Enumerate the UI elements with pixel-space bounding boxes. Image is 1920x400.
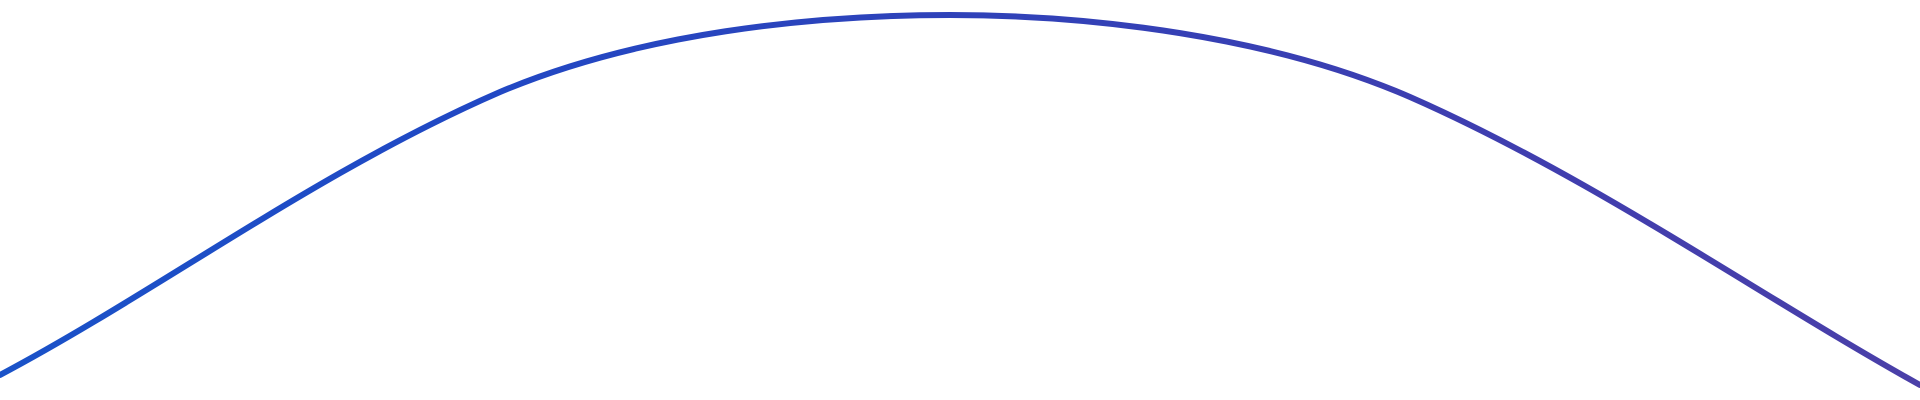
arc-curve-path xyxy=(0,12,1920,388)
